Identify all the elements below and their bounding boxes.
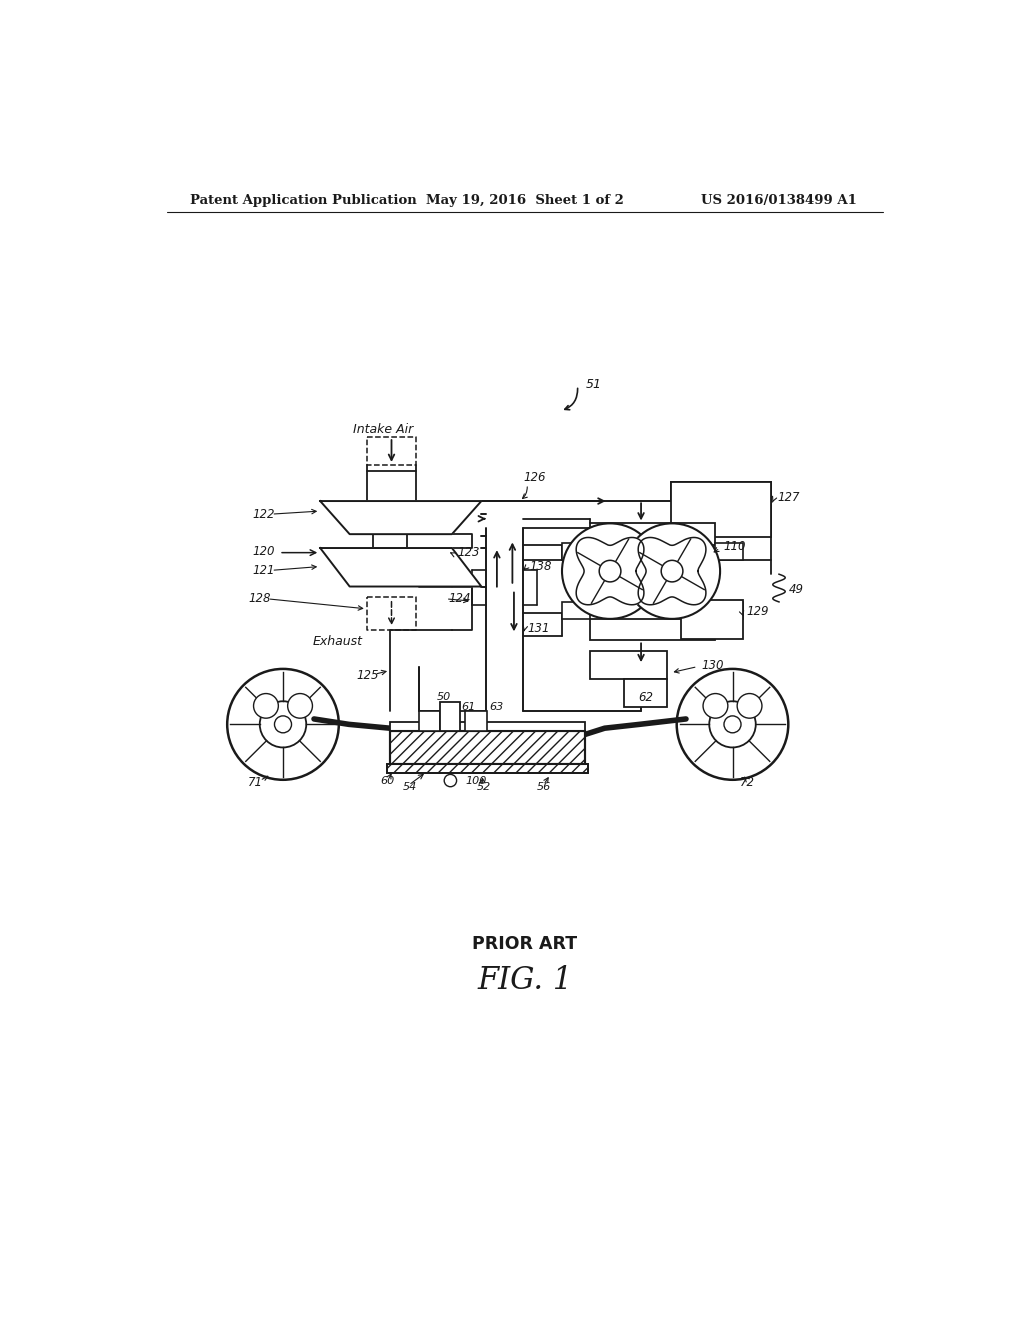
Polygon shape <box>321 502 481 535</box>
Bar <box>590 619 716 640</box>
Bar <box>390 731 586 763</box>
Circle shape <box>662 561 683 582</box>
Bar <box>390 731 586 763</box>
Polygon shape <box>321 548 481 586</box>
Text: 120: 120 <box>252 545 274 557</box>
Text: 123: 123 <box>458 546 480 560</box>
Text: 124: 124 <box>449 593 471 606</box>
Bar <box>716 602 743 619</box>
Bar <box>465 711 486 731</box>
Text: 130: 130 <box>701 659 724 672</box>
Text: 129: 129 <box>746 605 769 618</box>
Text: 61: 61 <box>461 702 475 711</box>
Text: Intake Air: Intake Air <box>352 422 413 436</box>
Circle shape <box>724 715 741 733</box>
Circle shape <box>624 524 720 619</box>
Text: US 2016/0138499 A1: US 2016/0138499 A1 <box>700 194 856 207</box>
Bar <box>562 544 590 561</box>
Circle shape <box>737 693 762 718</box>
Bar <box>390 722 586 731</box>
Bar <box>562 602 590 619</box>
Text: Exhaust: Exhaust <box>312 635 362 648</box>
Text: 131: 131 <box>527 622 550 635</box>
Text: May 19, 2016  Sheet 1 of 2: May 19, 2016 Sheet 1 of 2 <box>426 194 624 207</box>
Polygon shape <box>577 537 644 605</box>
Circle shape <box>274 715 292 733</box>
Bar <box>590 524 716 545</box>
Circle shape <box>677 669 788 780</box>
Text: 100: 100 <box>465 776 486 785</box>
Bar <box>440 702 461 731</box>
Text: 122: 122 <box>252 508 274 520</box>
Bar <box>387 763 589 774</box>
Text: PRIOR ART: PRIOR ART <box>472 935 578 953</box>
Text: 121: 121 <box>252 564 274 577</box>
Circle shape <box>599 561 621 582</box>
Text: 60: 60 <box>380 776 394 785</box>
Circle shape <box>288 693 312 718</box>
Bar <box>716 544 743 561</box>
Text: 50: 50 <box>437 693 452 702</box>
Circle shape <box>710 701 756 747</box>
Circle shape <box>703 693 728 718</box>
Text: 51: 51 <box>586 378 601 391</box>
Bar <box>681 601 743 639</box>
Circle shape <box>260 701 306 747</box>
Text: 127: 127 <box>777 491 800 504</box>
Text: 128: 128 <box>248 593 270 606</box>
Text: 56: 56 <box>538 781 552 792</box>
Polygon shape <box>638 537 706 605</box>
Text: 49: 49 <box>788 583 803 597</box>
Bar <box>419 711 440 731</box>
Text: 110: 110 <box>723 540 745 553</box>
Text: 138: 138 <box>529 560 552 573</box>
Text: 125: 125 <box>356 669 379 682</box>
Text: 71: 71 <box>248 776 263 788</box>
Bar <box>590 651 668 678</box>
Text: 62: 62 <box>638 690 653 704</box>
Text: 54: 54 <box>402 781 417 792</box>
Text: FIG. 1: FIG. 1 <box>477 965 572 997</box>
Text: Patent Application Publication: Patent Application Publication <box>190 194 417 207</box>
Bar <box>671 482 771 537</box>
Circle shape <box>227 669 339 780</box>
Circle shape <box>444 775 457 787</box>
Bar <box>624 678 668 706</box>
Text: 52: 52 <box>477 781 490 792</box>
Text: 63: 63 <box>489 702 504 711</box>
Text: 72: 72 <box>740 776 756 788</box>
Circle shape <box>254 693 279 718</box>
Text: 126: 126 <box>523 471 546 484</box>
Circle shape <box>562 524 658 619</box>
Bar <box>387 763 589 774</box>
